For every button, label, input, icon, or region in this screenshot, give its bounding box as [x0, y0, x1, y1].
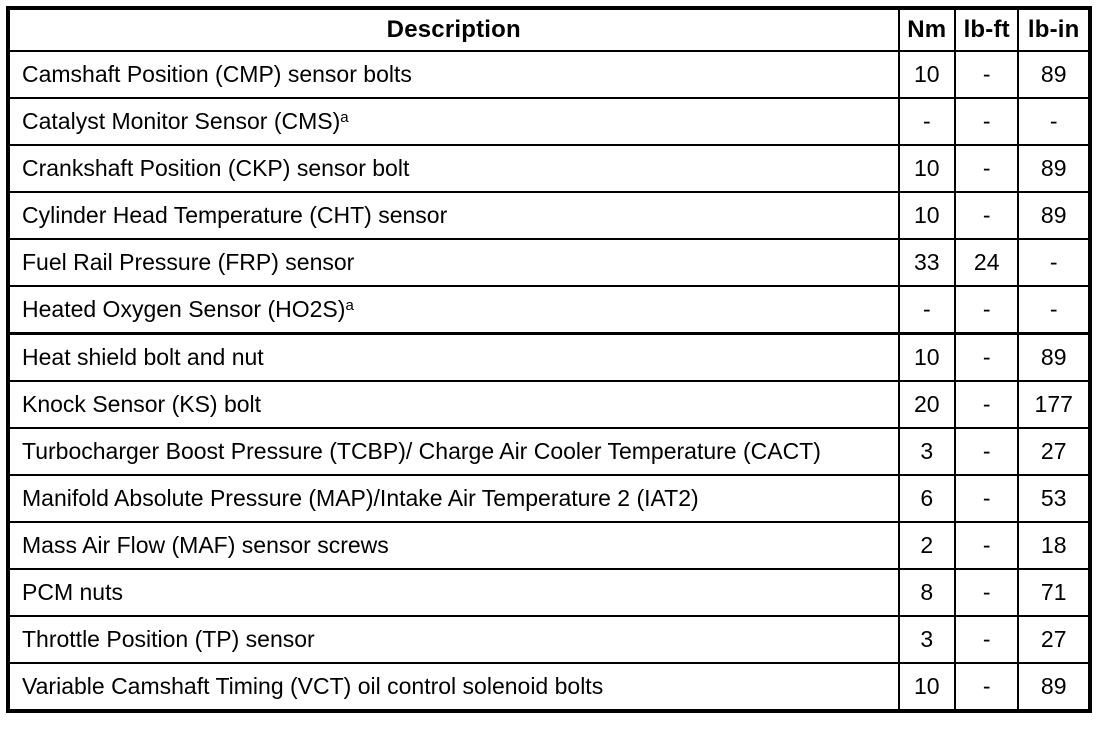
cell-description: Catalyst Monitor Sensor (CMS)a [7, 97, 900, 146]
cell-lbin: 27 [1017, 427, 1091, 476]
cell-lbin: 89 [1017, 50, 1091, 99]
cell-description: Heated Oxygen Sensor (HO2S)a [7, 285, 900, 335]
cell-description: Camshaft Position (CMP) sensor bolts [7, 50, 900, 99]
table-row: Fuel Rail Pressure (FRP) sensor 33 24 - [7, 238, 1091, 287]
table-row: Camshaft Position (CMP) sensor bolts 10 … [7, 50, 1091, 99]
table-row: Turbocharger Boost Pressure (TCBP)/ Char… [7, 427, 1091, 476]
cell-lbin: - [1017, 238, 1091, 287]
cell-lbft: - [953, 521, 1020, 570]
cell-nm: 33 [897, 238, 956, 287]
torque-spec-table: Description Nm lb-ft lb-in Camshaft Posi… [6, 6, 1092, 713]
description-text: Catalyst Monitor Sensor (CMS) [22, 108, 341, 134]
cell-description: Turbocharger Boost Pressure (TCBP)/ Char… [7, 427, 900, 476]
column-header-description: Description [7, 7, 900, 52]
cell-nm: 8 [897, 568, 956, 617]
table-row: Heat shield bolt and nut 10 - 89 [7, 332, 1091, 382]
cell-lbft: - [953, 474, 1020, 523]
cell-nm: 3 [897, 427, 956, 476]
table-row: Catalyst Monitor Sensor (CMS)a - - - [7, 97, 1091, 146]
cell-lbin: 177 [1017, 380, 1091, 429]
cell-description: Heat shield bolt and nut [7, 332, 900, 382]
cell-lbin: 18 [1017, 521, 1091, 570]
cell-lbft: - [953, 144, 1020, 193]
cell-lbin: 89 [1017, 191, 1091, 240]
description-text: Crankshaft Position (CKP) sensor bolt [22, 155, 410, 181]
table-row: Knock Sensor (KS) bolt 20 - 177 [7, 380, 1091, 429]
cell-lbin: 53 [1017, 474, 1091, 523]
cell-description: Fuel Rail Pressure (FRP) sensor [7, 238, 900, 287]
cell-lbin: - [1017, 97, 1091, 146]
cell-nm: - [897, 97, 956, 146]
description-text: Fuel Rail Pressure (FRP) sensor [22, 249, 355, 275]
header-row: Description Nm lb-ft lb-in [7, 7, 1091, 52]
description-text: PCM nuts [22, 579, 123, 605]
cell-lbin: 71 [1017, 568, 1091, 617]
description-text: Knock Sensor (KS) bolt [22, 391, 262, 417]
description-text: Variable Camshaft Timing (VCT) oil contr… [22, 673, 604, 699]
cell-lbft: - [953, 662, 1020, 712]
cell-nm: 6 [897, 474, 956, 523]
cell-lbft: - [953, 380, 1020, 429]
description-text: Cylinder Head Temperature (CHT) sensor [22, 202, 448, 228]
cell-lbin: 27 [1017, 615, 1091, 664]
footnote-marker: a [345, 297, 354, 314]
description-text: Turbocharger Boost Pressure (TCBP)/ Char… [22, 438, 821, 464]
cell-description: Manifold Absolute Pressure (MAP)/Intake … [7, 474, 900, 523]
table-row: Throttle Position (TP) sensor 3 - 27 [7, 615, 1091, 664]
column-header-lbft: lb-ft [953, 7, 1020, 52]
cell-nm: 10 [897, 662, 956, 712]
column-header-nm: Nm [897, 7, 956, 52]
cell-nm: 2 [897, 521, 956, 570]
description-text: Mass Air Flow (MAF) sensor screws [22, 532, 389, 558]
description-text: Heated Oxygen Sensor (HO2S) [22, 296, 346, 322]
table-row: Mass Air Flow (MAF) sensor screws 2 - 18 [7, 521, 1091, 570]
cell-nm: 20 [897, 380, 956, 429]
description-text: Heat shield bolt and nut [22, 344, 264, 370]
cell-description: Mass Air Flow (MAF) sensor screws [7, 521, 900, 570]
cell-description: Crankshaft Position (CKP) sensor bolt [7, 144, 900, 193]
cell-lbft: - [953, 568, 1020, 617]
cell-nm: 10 [897, 332, 956, 382]
table-row: Variable Camshaft Timing (VCT) oil contr… [7, 662, 1091, 712]
table-row: Heated Oxygen Sensor (HO2S)a - - - [7, 285, 1091, 335]
cell-nm: 10 [897, 50, 956, 99]
cell-description: Variable Camshaft Timing (VCT) oil contr… [7, 662, 900, 712]
column-header-lbin: lb-in [1017, 7, 1091, 52]
description-text: Throttle Position (TP) sensor [22, 626, 315, 652]
cell-lbft: - [953, 50, 1020, 99]
cell-lbin: 89 [1017, 332, 1091, 382]
cell-lbft: - [953, 97, 1020, 146]
cell-lbft: 24 [953, 238, 1020, 287]
cell-lbin: 89 [1017, 144, 1091, 193]
cell-lbin: - [1017, 285, 1091, 335]
cell-nm: 10 [897, 191, 956, 240]
cell-lbin: 89 [1017, 662, 1091, 712]
table-row: Crankshaft Position (CKP) sensor bolt 10… [7, 144, 1091, 193]
cell-description: Throttle Position (TP) sensor [7, 615, 900, 664]
table-row: Cylinder Head Temperature (CHT) sensor 1… [7, 191, 1091, 240]
table-row: PCM nuts 8 - 71 [7, 568, 1091, 617]
footnote-marker: a [340, 109, 349, 126]
cell-nm: 3 [897, 615, 956, 664]
table-row: Manifold Absolute Pressure (MAP)/Intake … [7, 474, 1091, 523]
cell-description: Cylinder Head Temperature (CHT) sensor [7, 191, 900, 240]
cell-lbft: - [953, 615, 1020, 664]
description-text: Camshaft Position (CMP) sensor bolts [22, 61, 412, 87]
cell-lbft: - [953, 191, 1020, 240]
cell-nm: - [897, 285, 956, 335]
cell-lbft: - [953, 427, 1020, 476]
cell-description: PCM nuts [7, 568, 900, 617]
cell-lbft: - [953, 285, 1020, 335]
cell-nm: 10 [897, 144, 956, 193]
cell-lbft: - [953, 332, 1020, 382]
cell-description: Knock Sensor (KS) bolt [7, 380, 900, 429]
description-text: Manifold Absolute Pressure (MAP)/Intake … [22, 485, 699, 511]
